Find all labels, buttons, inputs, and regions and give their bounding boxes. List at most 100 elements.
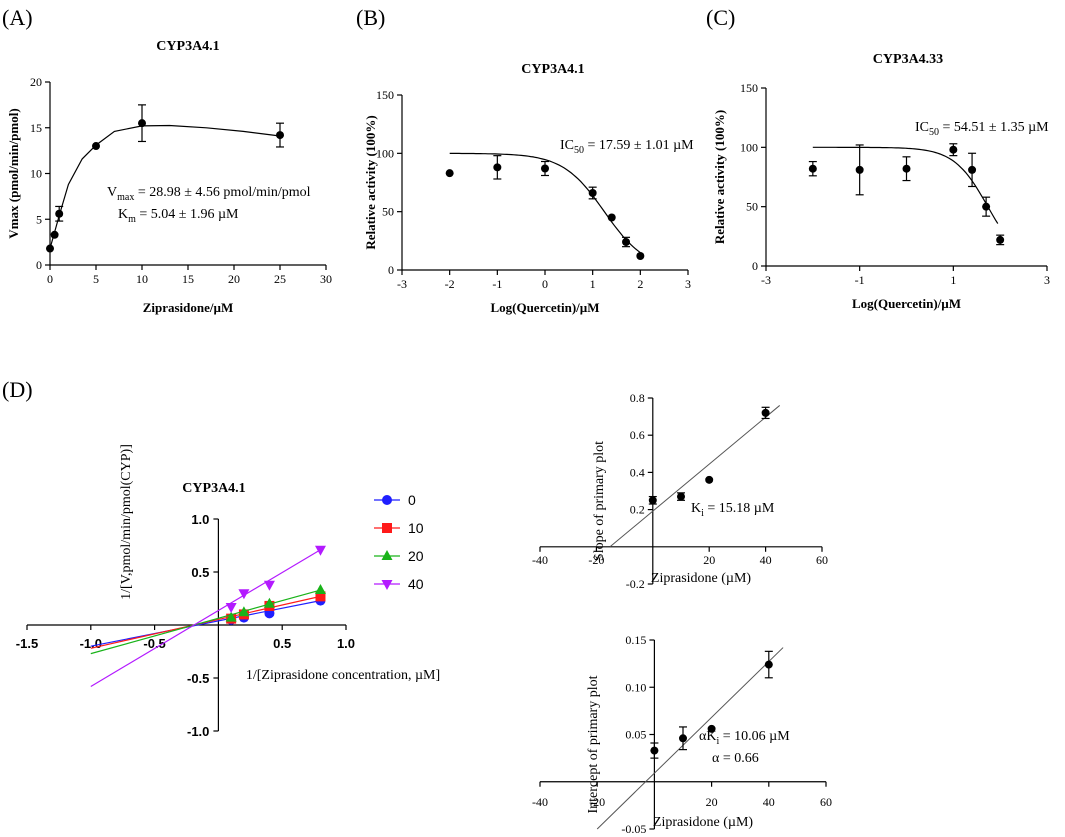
chart-a-data-point — [138, 119, 146, 128]
chart-b-title: CYP3A4.1 — [521, 62, 584, 77]
chart-a-fit-curve — [49, 124, 281, 249]
intercept-replot-y-tick-label: 0.10 — [625, 680, 646, 694]
chart-a-kinetics: CYP3A4.1 0 5 10 15 20 25 30 0 5 10 15 20 Ziprasidone/… — [6, 39, 332, 315]
slope-replot-y-tick-label: -0.2 — [626, 577, 645, 591]
intercept-replot-data-point — [679, 734, 687, 743]
chart-c-y-tick-label: 0 — [752, 259, 758, 273]
chart-c-x-tick-label: -3 — [761, 273, 771, 287]
chart-a-y-tick-label: 5 — [36, 212, 42, 226]
intercept-replot-x-tick-label: 60 — [820, 795, 832, 809]
chart-b-data-point — [445, 169, 454, 178]
chart-d-series-40-point — [238, 589, 250, 600]
chart-a-x-tick-label: 0 — [47, 272, 53, 286]
chart-a-x-tick-label: 30 — [320, 272, 332, 286]
chart-c-data-point — [996, 235, 1005, 244]
slope-replot-y-tick-label: 0.2 — [630, 503, 645, 517]
chart-d-x-tick-label: 0.5 — [273, 636, 291, 651]
intercept-replot-x-tick-label: 20 — [706, 795, 718, 809]
intercept-replot-alpha-annotation: α = 0.66 — [712, 751, 759, 766]
chart-a-title: CYP3A4.1 — [156, 39, 219, 54]
chart-d-series-40-point — [225, 602, 237, 613]
chart-d-y-tick-label: 0.5 — [191, 565, 209, 580]
chart-c-y-tick-label: 100 — [740, 140, 758, 154]
slope-replot-data-point — [648, 496, 657, 505]
chart-c-x-tick-label: 3 — [1044, 273, 1050, 287]
chart-b-data-point — [588, 189, 597, 197]
intercept-replot-data-point — [764, 660, 773, 669]
chart-c-x-axis-label: Log(Quercetin)/µM — [852, 296, 961, 311]
chart-c-x-tick-label: -1 — [855, 273, 865, 287]
intercept-replot-x-axis-label: Ziprasidone (µM) — [653, 815, 754, 830]
chart-b-x-tick-label: -2 — [445, 277, 455, 291]
legend-label-0: 0 — [408, 492, 416, 508]
panel-label-d: (D) — [2, 377, 33, 402]
chart-d-series-20-line — [90, 589, 321, 655]
chart-c-inhibition: CYP3A4.33 -3 -1 1 3 0 50 100 150 Log(Quercetin)/µ… — [712, 52, 1050, 311]
chart-a-data-point — [50, 230, 59, 239]
slope-replot-data-point — [677, 492, 685, 501]
intercept-replot-x-tick-label: -40 — [532, 795, 548, 809]
intercept-replot-annotation: αKi = 10.06 µM — [699, 729, 790, 747]
chart-c-ic50-annotation: IC50 = 54.51 ± 1.35 µM — [915, 120, 1049, 138]
chart-d-series-20-point — [314, 584, 326, 595]
chart-d-lineweaver-burk: CYP3A4.1 -1.5 -1.0 -0.5 0.5 1.0 -1.0 -0.5 0.5 1.0… — [16, 444, 440, 739]
chart-b-inhibition: CYP3A4.1 -3 -2 -1 0 1 2 3 0 50 100 150 Log(Quercetin… — [363, 62, 694, 315]
chart-b-x-tick-label: 2 — [637, 277, 643, 291]
slope-replot-x-tick-label: 60 — [816, 553, 828, 567]
panel-label-c: (C) — [706, 5, 735, 30]
slope-replot-x-tick-label: 20 — [703, 553, 715, 567]
chart-d-series-40-point — [263, 580, 275, 591]
chart-a-y-axis-label: Vmax (pmol/min/pmol) — [6, 108, 21, 238]
chart-c-x-tick-label: 1 — [950, 273, 956, 287]
chart-a-data-point — [46, 244, 54, 253]
intercept-replot-x-tick-label: -20 — [589, 795, 605, 809]
chart-c-title: CYP3A4.33 — [873, 52, 943, 67]
chart-d-series-40-line — [90, 549, 321, 687]
chart-d-x-tick-label: -1.5 — [16, 636, 38, 651]
chart-c-data-point — [902, 164, 911, 173]
legend-marker-10 — [382, 523, 392, 533]
chart-d-slope-replot: -40 -20 20 40 60 -0.2 0.2 0.4 0.6 0.8 Ziprasidone … — [532, 391, 828, 591]
slope-replot-x-axis-label: Ziprasidone (µM) — [651, 571, 752, 586]
chart-a-data-point — [92, 142, 100, 151]
chart-d-y-tick-label: -1.0 — [187, 724, 209, 739]
chart-b-y-tick-label: 0 — [388, 263, 394, 277]
chart-c-y-tick-label: 150 — [740, 81, 758, 95]
chart-a-km-annotation: Km = 5.04 ± 1.96 µM — [118, 207, 239, 225]
chart-d-series-0-line — [90, 600, 321, 647]
chart-c-data-point — [855, 165, 864, 174]
panel-label-b: (B) — [356, 5, 385, 30]
chart-d-series-20-point — [263, 597, 275, 608]
intercept-replot-x-tick-label: 40 — [763, 795, 775, 809]
slope-replot-annotation: Ki = 15.18 µM — [691, 501, 775, 519]
slope-replot-x-tick-label: 40 — [760, 553, 772, 567]
chart-b-x-axis-label: Log(Quercetin)/µM — [490, 300, 599, 315]
chart-c-data-point — [949, 145, 958, 154]
chart-b-data-point — [607, 213, 616, 222]
chart-d-series-40-point — [314, 545, 326, 556]
chart-d-y-axis-label: 1/[V,pmol/min/pmol(CYP)] — [119, 444, 134, 600]
legend-marker-20 — [381, 550, 393, 560]
legend-label-10: 10 — [408, 520, 424, 536]
slope-replot-data-point — [705, 475, 714, 484]
chart-d-series-20-point — [225, 611, 237, 622]
chart-a-x-tick-label: 15 — [182, 272, 194, 286]
chart-b-x-tick-label: -3 — [397, 277, 407, 291]
slope-replot-y-axis-label: Slope of primary plot — [592, 441, 607, 561]
chart-c-fit-curve — [812, 146, 999, 224]
chart-a-x-tick-label: 25 — [274, 272, 286, 286]
panel-label-a: (A) — [2, 5, 33, 30]
slope-replot-x-tick-label: -40 — [532, 553, 548, 567]
legend-marker-0 — [382, 495, 392, 505]
slope-replot-y-tick-label: 0.4 — [630, 465, 645, 479]
slope-replot-y-tick-label: 0.6 — [630, 428, 645, 442]
chart-a-y-tick-label: 20 — [30, 75, 42, 89]
chart-b-y-tick-label: 50 — [382, 205, 394, 219]
chart-c-y-tick-label: 50 — [746, 200, 758, 214]
chart-a-x-tick-label: 20 — [228, 272, 240, 286]
chart-b-data-point — [541, 164, 549, 173]
chart-b-x-tick-label: 0 — [542, 277, 548, 291]
chart-d-x-tick-label: 1.0 — [337, 636, 355, 651]
chart-b-x-tick-label: 1 — [590, 277, 596, 291]
